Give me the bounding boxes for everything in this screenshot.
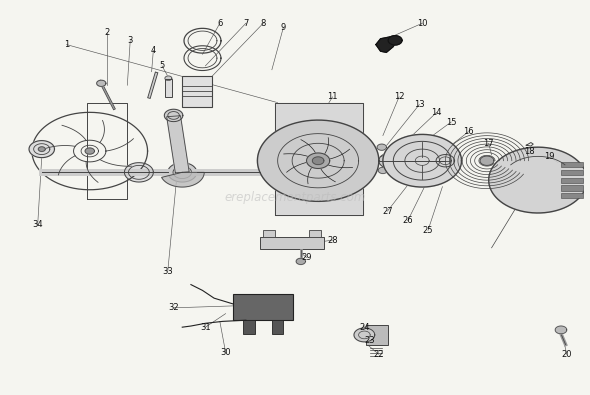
Text: 31: 31	[200, 323, 211, 332]
Bar	[310, 230, 321, 237]
Polygon shape	[167, 116, 189, 173]
Polygon shape	[275, 103, 363, 215]
Polygon shape	[162, 172, 204, 187]
Polygon shape	[312, 157, 324, 165]
Text: 8: 8	[261, 19, 266, 28]
Text: 5: 5	[159, 61, 165, 70]
Polygon shape	[165, 76, 172, 81]
Text: 32: 32	[168, 303, 179, 312]
Text: 11: 11	[327, 92, 338, 102]
Polygon shape	[38, 147, 45, 151]
Bar	[561, 170, 583, 175]
Text: 23: 23	[365, 336, 375, 345]
Bar	[233, 294, 293, 320]
Text: 12: 12	[394, 92, 404, 102]
Polygon shape	[29, 141, 54, 158]
Text: 29: 29	[301, 253, 312, 262]
Polygon shape	[85, 148, 94, 154]
Polygon shape	[257, 120, 379, 201]
Text: 22: 22	[373, 350, 384, 359]
Bar	[243, 320, 254, 334]
Bar	[260, 237, 324, 249]
Bar	[272, 320, 283, 334]
Polygon shape	[555, 326, 567, 334]
Bar	[561, 193, 583, 198]
Polygon shape	[354, 328, 375, 342]
Bar	[561, 186, 583, 190]
Text: 24: 24	[359, 323, 369, 332]
Polygon shape	[168, 163, 196, 182]
Polygon shape	[378, 167, 388, 173]
Text: 28: 28	[327, 235, 338, 245]
Bar	[263, 230, 275, 237]
Bar	[561, 162, 583, 167]
Text: 6: 6	[217, 19, 222, 28]
Polygon shape	[379, 153, 402, 168]
Text: 7: 7	[243, 19, 248, 28]
Text: 2: 2	[104, 28, 110, 38]
Polygon shape	[380, 156, 389, 162]
Polygon shape	[377, 144, 386, 150]
Text: 1: 1	[64, 40, 69, 49]
Text: 17: 17	[483, 139, 494, 148]
Polygon shape	[124, 163, 153, 182]
Polygon shape	[489, 147, 587, 213]
Polygon shape	[296, 258, 306, 265]
Text: 4: 4	[150, 46, 156, 55]
Polygon shape	[383, 134, 461, 187]
Polygon shape	[376, 37, 396, 52]
Text: 26: 26	[402, 216, 413, 225]
Text: ereplacementparts.com: ereplacementparts.com	[224, 191, 366, 204]
Text: 33: 33	[162, 267, 173, 276]
Bar	[366, 325, 388, 344]
Text: 10: 10	[417, 19, 427, 28]
Polygon shape	[307, 153, 330, 168]
Bar	[561, 178, 583, 183]
Bar	[165, 79, 172, 97]
Polygon shape	[480, 156, 494, 166]
Text: 14: 14	[431, 108, 442, 117]
Polygon shape	[415, 156, 429, 166]
Polygon shape	[436, 154, 454, 167]
Text: 3: 3	[127, 36, 133, 45]
Text: 13: 13	[414, 100, 425, 109]
Bar	[182, 75, 212, 107]
Text: 9: 9	[281, 23, 286, 32]
Text: 34: 34	[32, 220, 43, 229]
Polygon shape	[165, 109, 183, 122]
Text: 25: 25	[423, 226, 433, 235]
Text: 27: 27	[382, 207, 393, 216]
Text: 20: 20	[562, 350, 572, 359]
Polygon shape	[97, 80, 106, 87]
Text: 30: 30	[220, 348, 231, 357]
Text: 16: 16	[463, 127, 474, 136]
Text: 18: 18	[524, 147, 535, 156]
Text: 15: 15	[446, 118, 456, 126]
Polygon shape	[388, 36, 402, 45]
Text: 19: 19	[544, 152, 555, 161]
